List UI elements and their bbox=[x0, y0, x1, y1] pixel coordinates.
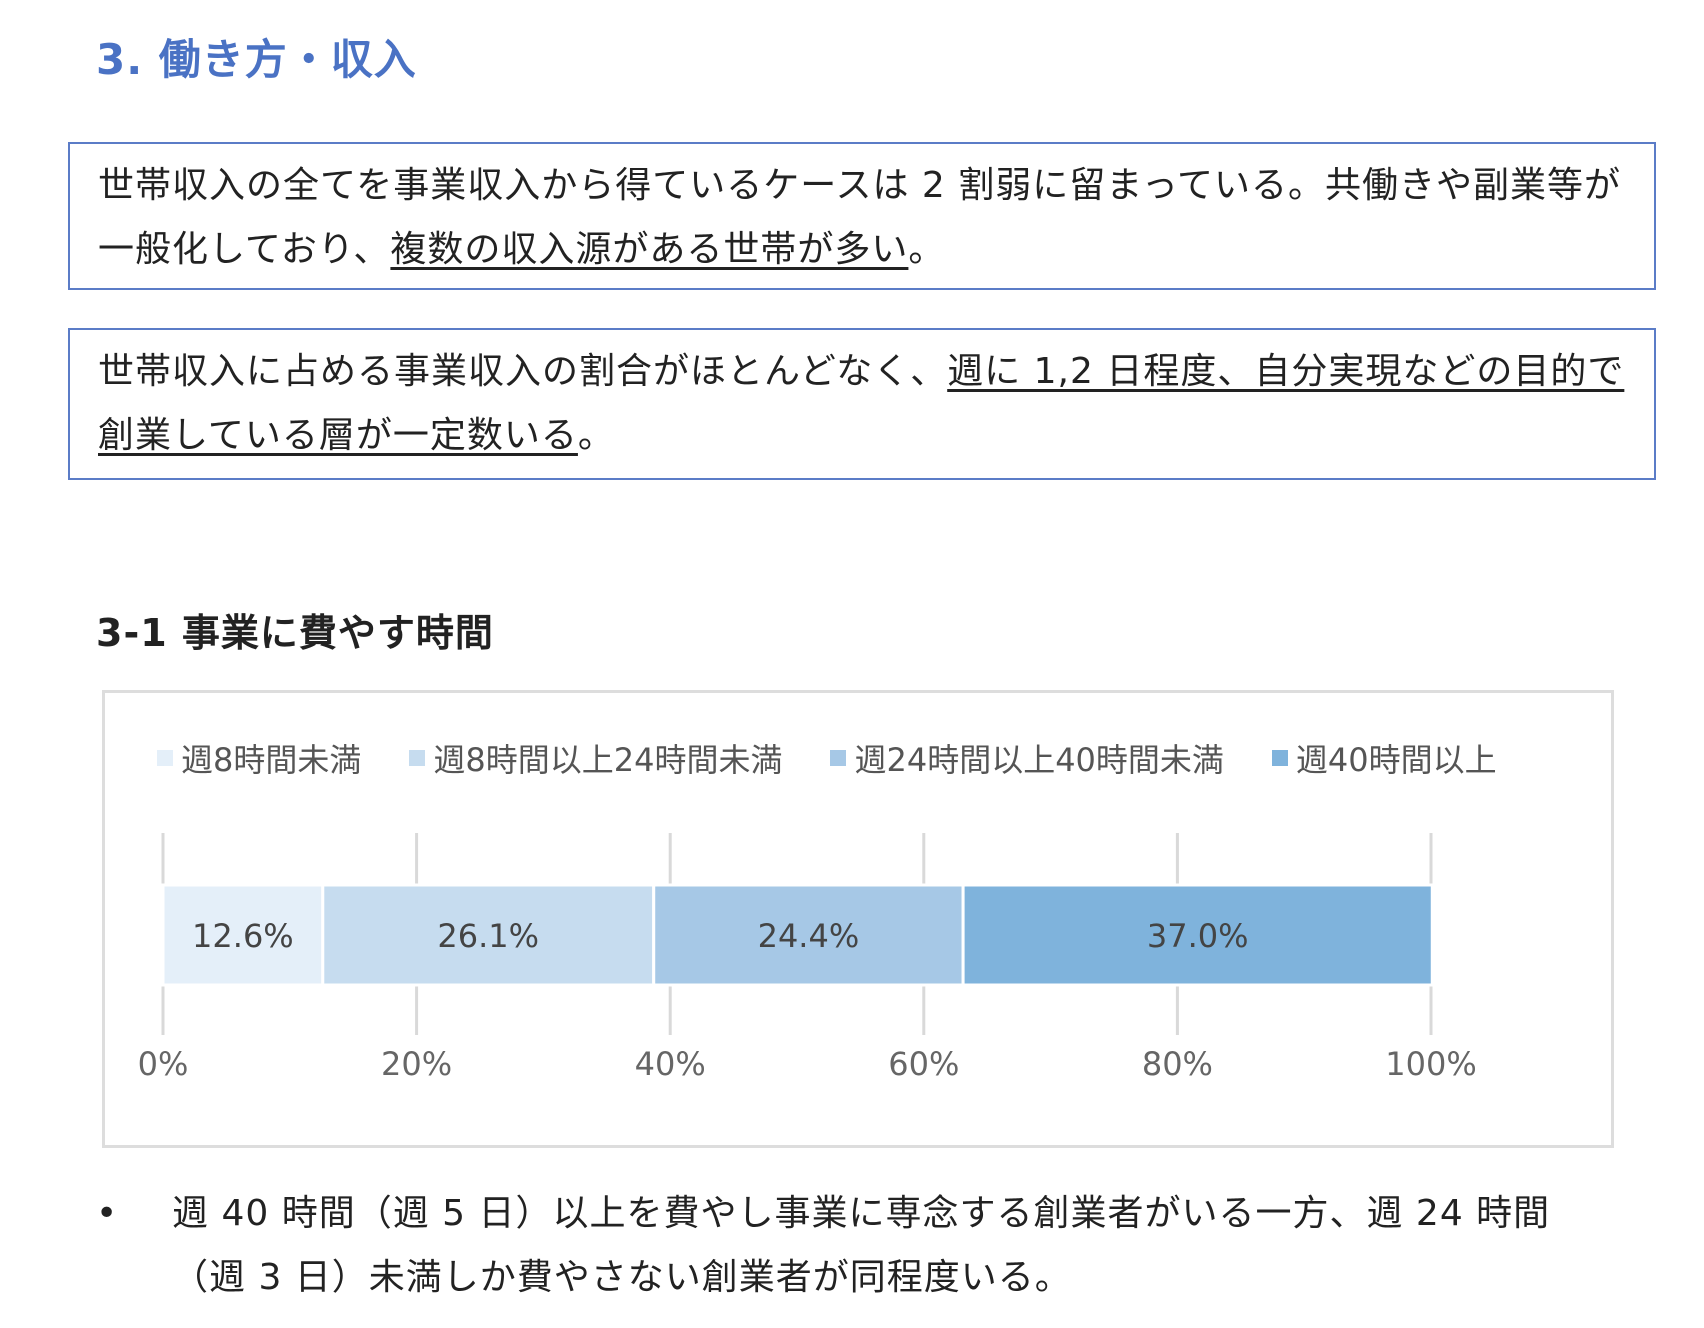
callout-box: 世帯収入の全てを事業収入から得ているケースは 2 割弱に留まっている。共働きや副… bbox=[68, 142, 1656, 290]
callout-text: 世帯収入に占める事業収入の割合がほとんどなく、 bbox=[98, 351, 948, 392]
callout-underlined-text: 複数の収入源がある世帯が多い bbox=[390, 229, 909, 270]
data-label: 24.4% bbox=[758, 917, 860, 955]
bar-segment bbox=[961, 883, 1434, 987]
x-tick-label: 40% bbox=[635, 1045, 706, 1083]
legend-item: 週24時間以上40時間未満 bbox=[830, 735, 1224, 781]
callout-text-tail: 。 bbox=[908, 229, 946, 270]
legend-swatch bbox=[157, 750, 173, 766]
legend-swatch bbox=[409, 750, 426, 766]
subsection-title: 3-1 事業に費やす時間 bbox=[96, 611, 494, 655]
callout-box: 世帯収入に占める事業収入の割合がほとんどなく、週に 1,2 日程度、自分実現など… bbox=[68, 328, 1656, 480]
bar-segment bbox=[652, 883, 965, 987]
x-tick-label: 80% bbox=[1142, 1045, 1213, 1083]
bullet-dot: • bbox=[96, 1193, 119, 1234]
section-title: 3. 働き方・収入 bbox=[96, 35, 417, 84]
chart-legend: 週8時間未満 週8時間以上24時間未満 週24時間以上40時間未満 週40時間以… bbox=[157, 735, 1497, 781]
chart-frame: 週8時間未満 週8時間以上24時間未満 週24時間以上40時間未満 週40時間以… bbox=[102, 690, 1614, 1148]
x-tick-label: 0% bbox=[138, 1045, 189, 1083]
legend-label: 週40時間以上 bbox=[1295, 741, 1497, 779]
stacked-bar-chart: 0% 20% 40% 60% 80% 100% 12.6% 26.1% 24.4% 37.0% bbox=[138, 833, 1477, 1083]
callout-text: 世帯収入の全てを事業収入から得ているケースは 2 割弱に留まっている。共働きや副… bbox=[98, 165, 1622, 270]
bullet-text: 週 40 時間（週 5 日）以上を費やし事業に専念する創業者がいる一方、週 24… bbox=[172, 1193, 1551, 1298]
bullet-item: • 週 40 時間（週 5 日）以上を費やし事業に専念する創業者がいる一方、週 … bbox=[96, 1182, 1616, 1310]
bar-segment bbox=[161, 883, 325, 987]
legend-swatch bbox=[1271, 750, 1288, 766]
bar-segment bbox=[321, 883, 656, 987]
legend-item: 週40時間以上 bbox=[1271, 735, 1497, 781]
data-label: 12.6% bbox=[192, 917, 294, 955]
legend-swatch bbox=[830, 750, 847, 766]
legend-label: 週24時間以上40時間未満 bbox=[854, 741, 1224, 779]
x-tick-label: 60% bbox=[888, 1045, 959, 1083]
legend-label: 週8時間未満 bbox=[181, 741, 362, 779]
callout-text-tail: 。 bbox=[577, 415, 615, 456]
legend-item: 週8時間以上24時間未満 bbox=[409, 735, 782, 781]
x-tick-label: 100% bbox=[1385, 1045, 1476, 1083]
x-tick-label: 20% bbox=[381, 1045, 452, 1083]
data-label: 37.0% bbox=[1147, 917, 1249, 955]
callout-underlined-text: 週に 1,2 日程度、自分実現などの目的で創業している層が一定数いる bbox=[98, 351, 1625, 456]
data-label: 26.1% bbox=[437, 917, 539, 955]
legend-label: 週8時間以上24時間未満 bbox=[433, 741, 783, 779]
legend-item: 週8時間未満 bbox=[157, 735, 361, 781]
